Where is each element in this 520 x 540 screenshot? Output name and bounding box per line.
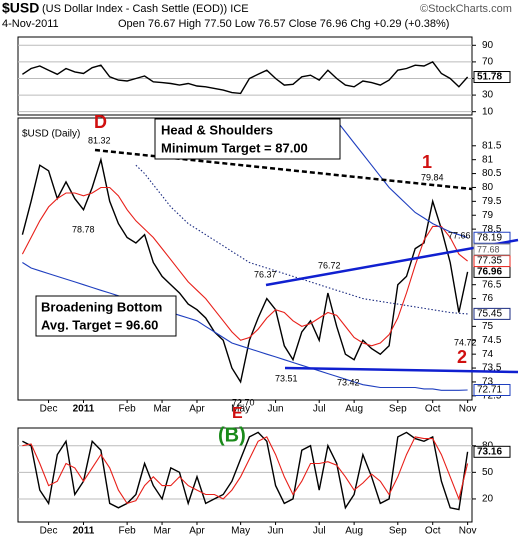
series-line [22,436,469,505]
y-tick-label: 73.5 [482,363,502,374]
value-tag [473,71,511,84]
target-title: Head & Shoulders [161,122,273,137]
price-note: 81.32 [88,135,111,145]
wave-label: E [232,405,243,422]
target-title: Broadening Bottom [41,299,162,314]
panel-label: $USD (Daily) [22,129,80,140]
symbol: $USD [2,0,39,16]
credit: ©StockCharts.com [420,3,512,15]
series-line [21,156,469,384]
value-tag-text: 77.68 [477,244,500,254]
x-tick-label: Feb [119,404,137,415]
wave-label: (B) [218,424,246,446]
value-tag [473,307,511,320]
date: 4-Nov-2011 [2,18,59,30]
instrument-name: (US Dollar Index - Cash Settle (EOD)) IC… [42,3,249,15]
x-tick-label: Oct [425,526,441,537]
price-note: 73.42 [337,377,360,387]
price-note: 74.72 [454,337,477,347]
value-tag [473,255,511,268]
x-tick-label: Jun [267,404,283,415]
price-note: 76.37 [254,269,277,279]
series-line [22,431,469,511]
value-tag-text: 76.96 [477,267,502,278]
price-note: 77.66 [448,230,471,240]
x-tick-label: Dec [40,526,58,537]
y-tick-label: 76.5 [482,279,502,290]
target-value: Minimum Target = 87.00 [161,140,308,155]
price-note: 72.70 [232,397,255,407]
y-tick-label: 76 [482,293,494,304]
x-tick-label: Jul [313,526,326,537]
x-tick-label: Sep [389,404,407,415]
wave-label: 1 [422,152,432,172]
x-tick-label: Apr [189,526,205,537]
series-line [21,186,468,347]
value-tag-text: 51.78 [477,72,502,83]
y-tick-label: 20 [482,494,494,505]
x-tick-label: Aug [345,526,363,537]
value-tag-text: 77.35 [477,256,502,267]
quote: Open 76.67 High 77.50 Low 76.57 Close 76… [118,18,449,30]
price-note: 73.51 [275,373,298,383]
y-tick-label: 79.5 [482,196,502,207]
y-tick-label: 81 [482,154,494,165]
y-tick-label: 80.5 [482,168,502,179]
value-tag-text: 78.19 [477,232,502,243]
x-tick-label: Jul [313,404,326,415]
lower-trendline [284,366,519,374]
x-tick-label: Dec [40,404,58,415]
y-tick-label: 30 [482,90,494,101]
series-line [336,120,468,239]
x-tick-label: Nov [459,526,477,537]
x-tick-label: Jun [267,526,283,537]
series-line [22,61,469,95]
y-tick-label: 70 [482,57,494,68]
x-tick-label: Sep [389,526,407,537]
value-tag [473,243,511,256]
y-tick-label: 78.5 [482,224,502,235]
value-tag [473,445,511,458]
panel-frame [17,36,473,116]
wave-label: 2 [457,347,467,367]
value-tag [473,383,511,396]
wave-label: D [94,112,107,132]
x-tick-label: Feb [119,526,137,537]
value-tag [473,231,511,244]
series-line [22,262,468,391]
x-tick-label: 2011 [73,526,95,537]
target-box [35,295,177,337]
y-tick-label: 73 [482,377,494,388]
x-tick-label: Mar [153,526,171,537]
price-note: 78.78 [72,224,95,234]
target-box [154,118,341,160]
x-tick-label: May [231,526,250,537]
y-tick-label: 10 [482,106,494,117]
y-tick-label: 74 [482,349,494,360]
y-tick-label: 80 [482,182,494,193]
value-tag-text: 72.71 [477,385,502,396]
x-tick-label: May [231,404,250,415]
y-tick-label: 74.5 [482,335,502,346]
y-tick-label: 50 [482,467,494,478]
panel-frame [17,117,473,401]
x-tick-label: Apr [189,404,205,415]
x-tick-label: Oct [425,404,441,415]
target-value: Avg. Target = 96.60 [41,317,158,332]
price-note: 79.84 [421,172,444,182]
value-tag-text: 75.45 [477,309,502,320]
x-tick-label: Nov [459,404,477,415]
y-tick-label: 81.5 [482,140,502,151]
y-tick-label: 79 [482,210,494,221]
x-tick-label: Aug [345,404,363,415]
neckline [94,148,473,191]
price-note: 76.72 [318,260,341,270]
y-tick-label: 75 [482,321,494,332]
value-tag-text: 73.16 [477,446,502,457]
y-tick-label: 90 [482,40,494,51]
x-tick-label: 2011 [73,404,95,415]
marks: 103050709051.7872.57373.57474.5757676.57… [17,36,511,537]
x-tick-label: Mar [153,404,171,415]
